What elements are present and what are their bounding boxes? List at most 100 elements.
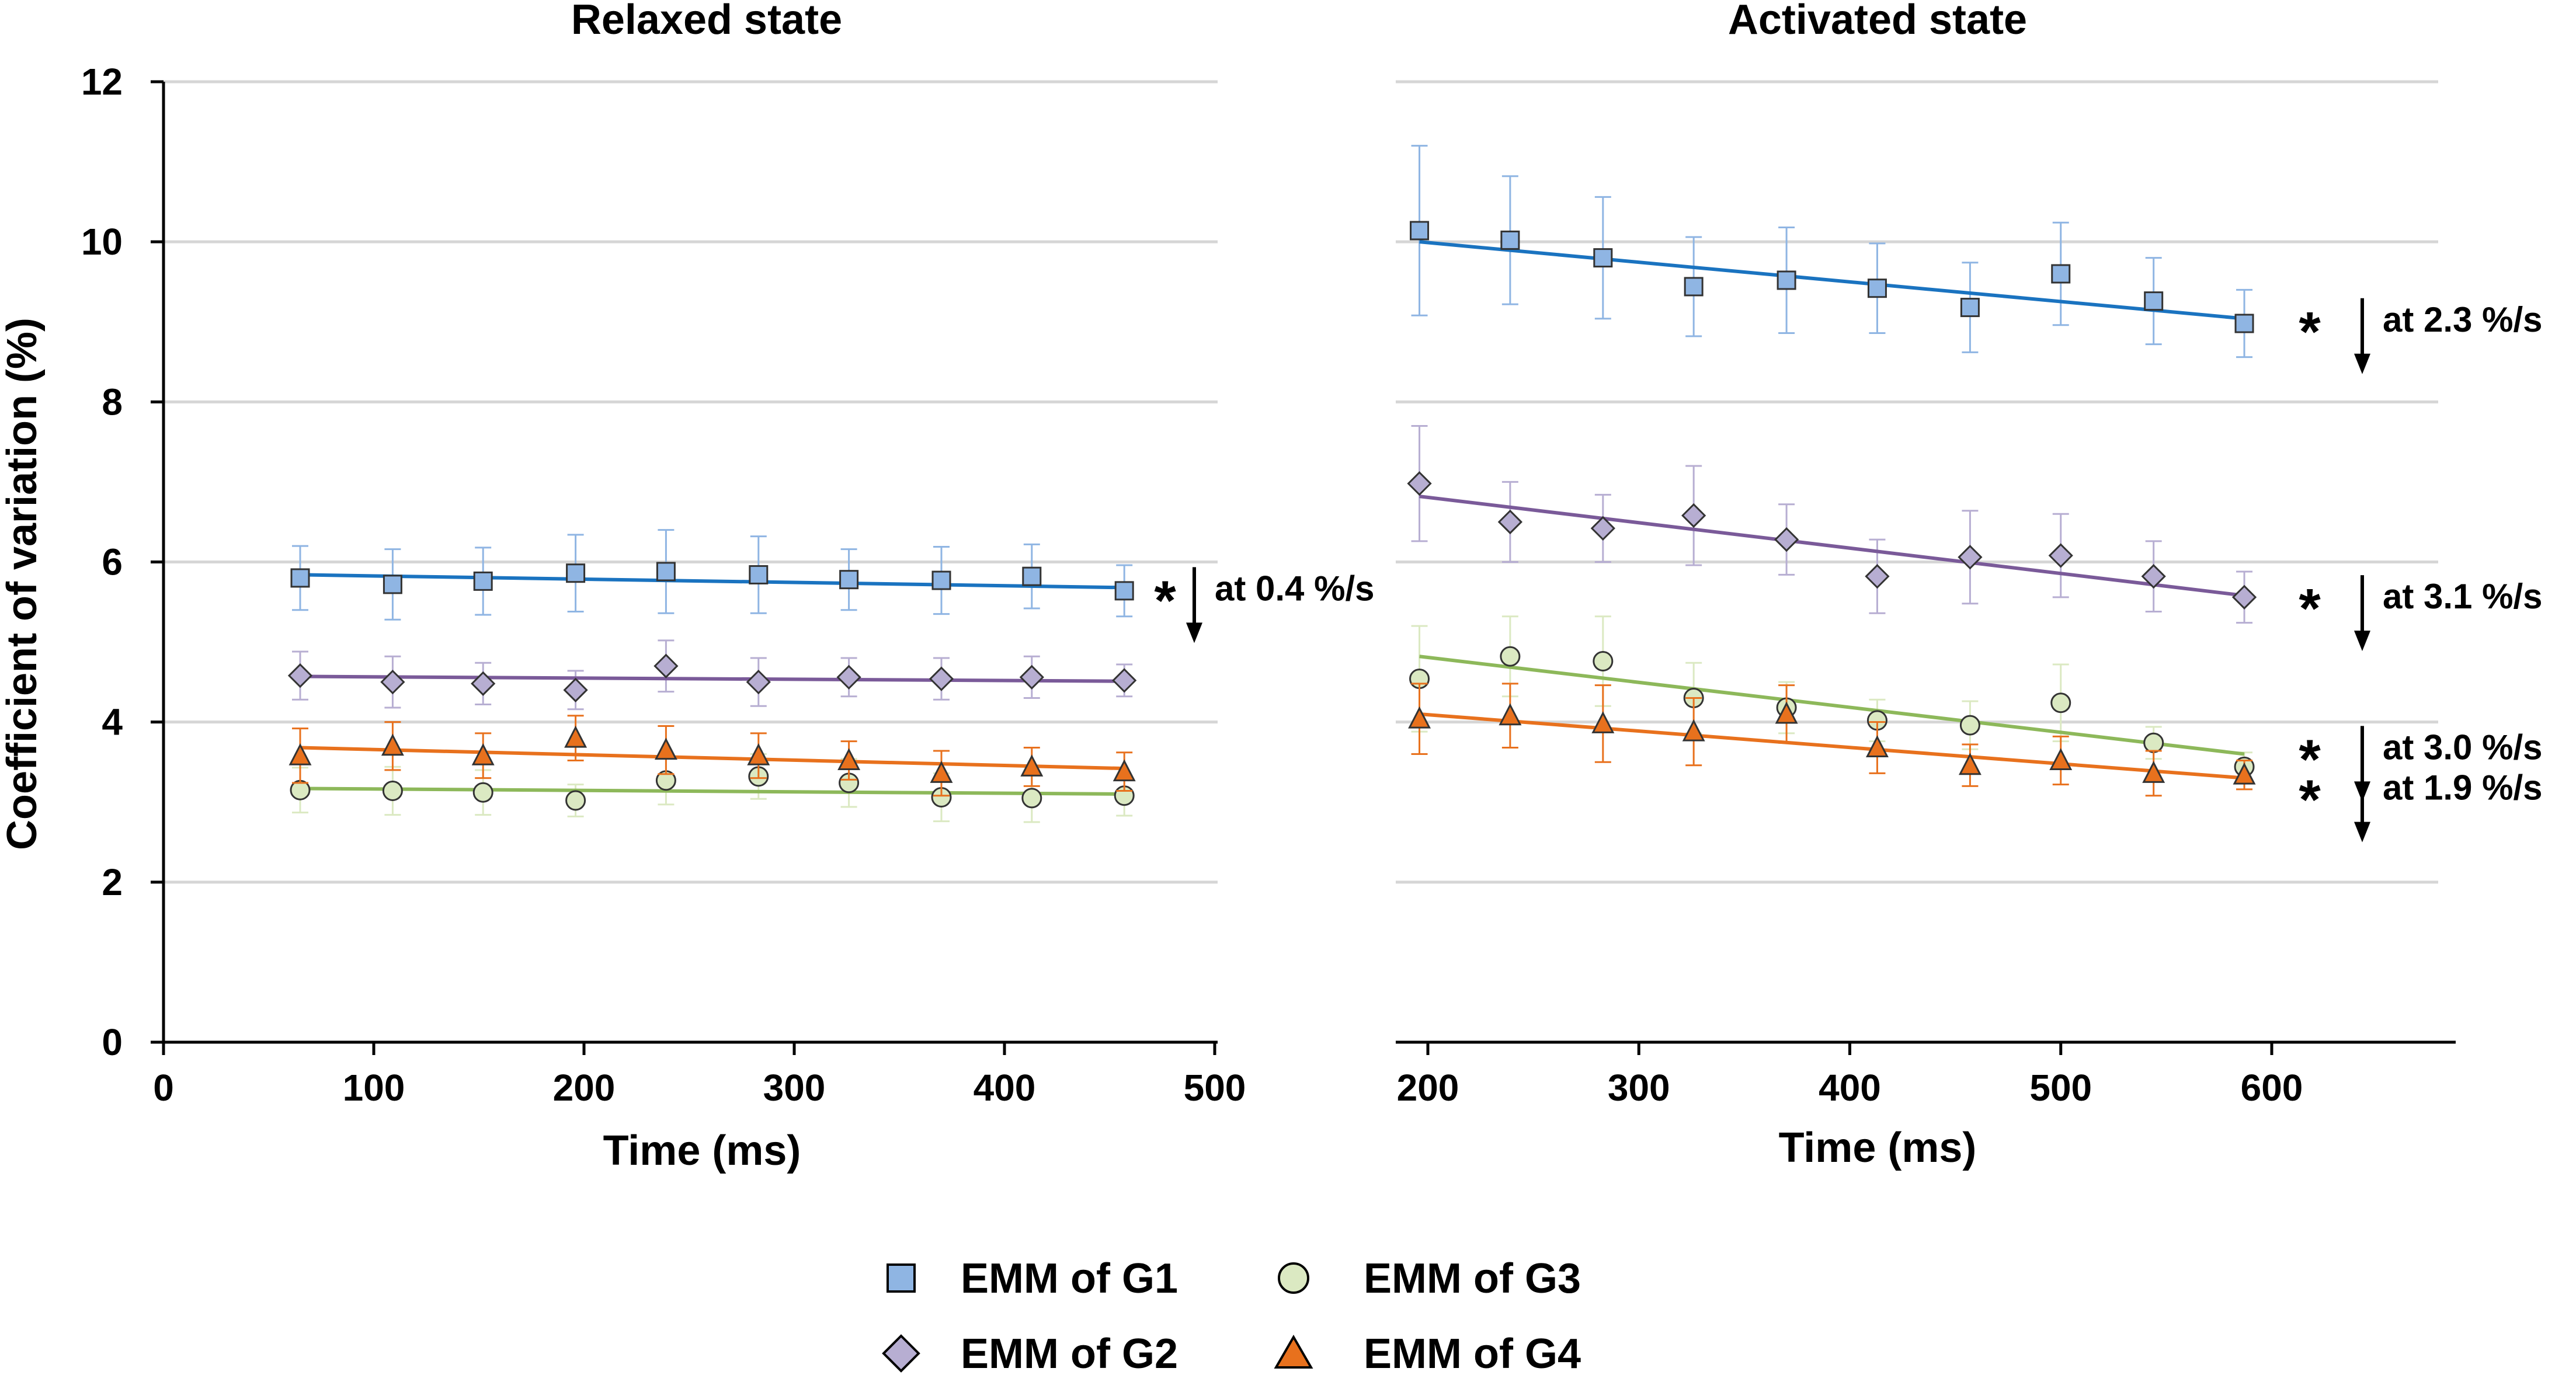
right-point-g3 [1500, 646, 1521, 667]
y-tick-label: 0 [102, 1021, 123, 1063]
legend-label-g4: EMM of G4 [1364, 1331, 1581, 1375]
significance-star: * [2299, 769, 2321, 831]
right-trendline-g4 [1419, 712, 2245, 780]
left-point-g2 [836, 664, 861, 690]
right-point-g4 [1775, 701, 1798, 724]
down-arrow-head-icon [2354, 353, 2370, 374]
right-x-tick-label: 300 [1608, 1067, 1670, 1109]
left-point-g4 [288, 743, 312, 765]
left-point-g3 [1021, 788, 1042, 809]
left-point-g1 [656, 562, 676, 582]
right-point-g1 [2051, 264, 2071, 284]
left-point-g3 [565, 790, 586, 811]
left-point-g2 [1019, 664, 1044, 690]
down-arrow-head-icon [2354, 821, 2370, 843]
right-x-tick-label: 200 [1397, 1067, 1459, 1109]
right-point-g3 [1593, 650, 1614, 671]
right-point-g1 [2144, 291, 2164, 311]
right-point-g4 [2142, 761, 2165, 783]
left-point-g4 [1113, 759, 1136, 782]
right-point-g3 [2050, 692, 2071, 713]
right-point-g1 [1410, 221, 1430, 241]
left-trendline-g2 [300, 674, 1125, 683]
left-point-g4 [381, 733, 404, 756]
right-point-g2 [1865, 564, 1890, 589]
legend-label-g3: EMM of G3 [1364, 1255, 1581, 1302]
left-panel: 0 100 200 300 400 500 0 2 4 6 8 10 12 * at 0.4 %/s [81, 61, 1375, 1109]
left-point-g4 [837, 748, 861, 770]
significance-star: * [2299, 728, 2321, 791]
legend-marker-g3 [1278, 1262, 1309, 1294]
right-point-g2 [2231, 584, 2257, 610]
y-tick-label: 4 [102, 701, 123, 743]
left-point-g1 [290, 568, 310, 588]
left-trendline-g1 [300, 573, 1125, 590]
rate-annotation: at 2.3 %/s [2383, 300, 2543, 339]
right-trendline-g2 [1419, 495, 2245, 598]
y-tick-label: 2 [102, 861, 123, 903]
right-point-g4 [1591, 711, 1615, 733]
right-point-g2 [1774, 527, 1799, 552]
legend-marker-g4 [1274, 1334, 1313, 1369]
right-series-g3 [1409, 615, 2255, 782]
right-point-g2 [1590, 516, 1615, 541]
left-point-g1 [1114, 581, 1134, 601]
left-x-tick-label: 500 [1184, 1067, 1246, 1109]
y-tick-label: 6 [102, 541, 123, 583]
right-point-g2 [1407, 471, 1432, 496]
left-x-tick-label: 0 [153, 1067, 174, 1109]
right-annotation-g3: * at 3.0 %/s [2299, 726, 2543, 802]
left-annotation-g1: * at 0.4 %/s [1154, 567, 1375, 643]
legend-label-g1: EMM of G1 [961, 1255, 1178, 1302]
left-point-g4 [654, 737, 677, 760]
left-series-g2 [287, 639, 1137, 711]
left-point-g1 [749, 565, 769, 584]
left-point-g4 [471, 743, 495, 765]
left-point-g2 [653, 653, 679, 678]
left-point-g1 [839, 570, 859, 590]
right-x-axis-label: Time (ms) [1779, 1125, 1977, 1171]
right-trendline-g3 [1419, 655, 2245, 756]
legend-marker-g2 [882, 1334, 920, 1373]
left-point-g1 [931, 570, 951, 590]
right-point-g2 [1497, 509, 1523, 535]
legend-marker-g1 [887, 1263, 916, 1293]
right-point-g2 [1958, 545, 1983, 570]
rate-annotation: at 1.9 %/s [2383, 768, 2543, 807]
right-point-g1 [1960, 298, 1980, 318]
right-series-g2 [1407, 424, 2257, 624]
left-x-tick-label: 100 [343, 1067, 405, 1109]
right-point-g1 [1684, 277, 1704, 297]
right-series-g1 [1410, 145, 2254, 358]
left-point-g1 [566, 563, 586, 583]
right-point-g4 [1408, 706, 1431, 729]
right-point-g2 [2141, 564, 2166, 589]
right-annotation-g1: * at 2.3 %/s [2299, 298, 2543, 374]
left-point-g2 [563, 677, 588, 702]
left-point-g2 [380, 670, 405, 695]
right-x-tick-label: 600 [2241, 1067, 2303, 1109]
left-x-tick-label: 300 [763, 1067, 826, 1109]
left-point-g2 [929, 666, 954, 691]
right-panel: 200 300 400 500 600 * at 2.3 %/s * at 3.1 %/s * at… [1396, 80, 2543, 1109]
left-series-g4 [288, 715, 1136, 797]
right-point-g1 [1593, 248, 1613, 268]
right-panel-title: Activated state [1728, 0, 2027, 43]
right-point-g4 [1499, 703, 1522, 726]
left-x-tick-label: 400 [974, 1067, 1036, 1109]
right-x-tick-label: 400 [1819, 1067, 1881, 1109]
right-point-g4 [1958, 753, 1981, 775]
right-point-g1 [1867, 279, 1887, 298]
right-annotation-g2: * at 3.1 %/s [2299, 575, 2543, 652]
significance-star: * [2299, 301, 2321, 363]
right-point-g3 [1959, 715, 1980, 736]
right-annotation-g4: * at 1.9 %/s [2299, 766, 2543, 843]
left-point-g1 [1022, 566, 1042, 586]
rate-annotation: at 0.4 %/s [1215, 569, 1375, 608]
significance-star: * [1154, 569, 1176, 632]
left-panel-title: Relaxed state [571, 0, 842, 43]
y-tick-label: 12 [81, 61, 123, 103]
left-point-g3 [472, 782, 493, 803]
y-tick-label: 8 [102, 381, 123, 423]
